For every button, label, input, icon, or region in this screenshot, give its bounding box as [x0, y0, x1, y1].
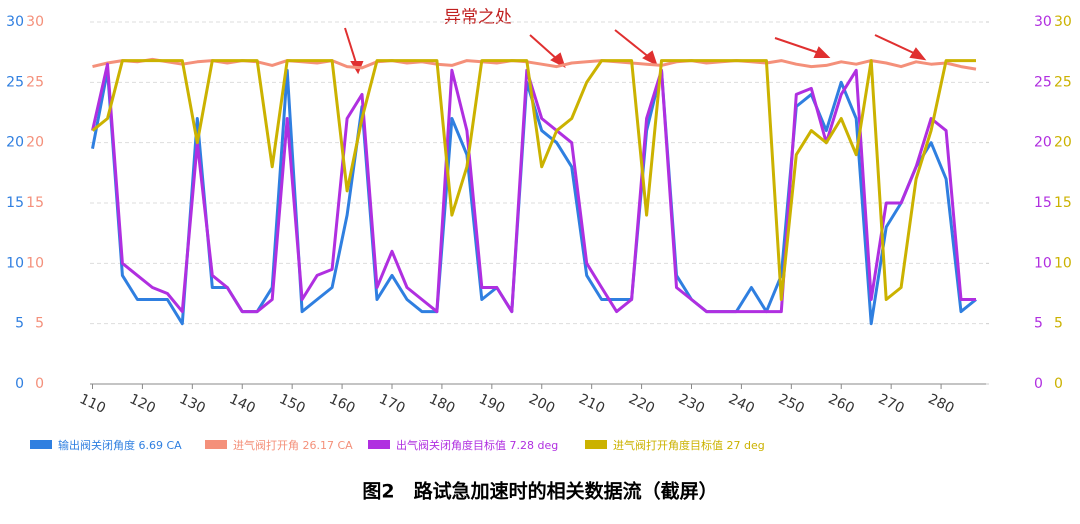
x-tick-label: 280 — [926, 391, 957, 417]
x-tick-label: 160 — [327, 391, 358, 417]
y2-tick-label: 10 — [1054, 255, 1072, 271]
y-tick-label: 30 — [26, 14, 44, 30]
legend-label: 输出阀关闭角度 6.69 CA — [58, 438, 182, 452]
legend-swatch — [585, 440, 607, 449]
caption: 图2 路试急加速时的相关数据流（截屏） — [362, 480, 717, 503]
y2-tick-label: 30 — [1054, 14, 1072, 30]
y-tick-label: 20 — [26, 135, 44, 151]
x-tick-label: 210 — [576, 391, 607, 417]
y2-tick-label: 30 — [1034, 14, 1052, 30]
x-tick-label: 110 — [77, 391, 108, 417]
y2-tick-label: 15 — [1034, 195, 1052, 211]
y2-tick-label: 5 — [1054, 316, 1063, 332]
y-tick-label: 10 — [26, 255, 44, 271]
arrow-head — [642, 50, 658, 66]
arrows — [344, 27, 927, 75]
legend-label: 出气阀关闭角度目标值 7.28 deg — [396, 438, 558, 452]
x-tick-label: 150 — [277, 391, 308, 417]
x-tick-label: 180 — [426, 391, 457, 417]
arrow-head — [550, 52, 566, 68]
y2-tick-label: 20 — [1034, 135, 1052, 151]
x-tick-label: 220 — [626, 391, 657, 417]
arrow-head — [813, 46, 831, 58]
arrow — [614, 29, 651, 59]
series-line — [91, 59, 976, 301]
y-tick-label: 0 — [35, 376, 44, 392]
y-tick-label: 25 — [6, 74, 24, 90]
x-tick-label: 230 — [676, 391, 707, 417]
y2-tick-label: 0 — [1054, 376, 1063, 392]
arrow — [529, 34, 559, 61]
x-tick-label: 190 — [476, 391, 507, 417]
x-tick-label: 120 — [127, 391, 158, 417]
y2-tick-label: 20 — [1054, 135, 1072, 151]
y2-tick-label: 25 — [1054, 74, 1072, 90]
x-tick-label: 250 — [776, 391, 807, 417]
y2-tick-label: 15 — [1054, 195, 1072, 211]
legend-swatch — [30, 440, 52, 449]
y-tick-label: 5 — [35, 316, 44, 332]
x-tick-label: 260 — [826, 391, 857, 417]
y-tick-label: 25 — [26, 74, 44, 90]
x-tick-label: 170 — [376, 391, 407, 417]
annotation: 异常之处 — [444, 8, 512, 28]
x-tick-label: 270 — [876, 391, 907, 417]
y-tick-label: 5 — [15, 316, 24, 332]
x-tick-label: 240 — [726, 391, 757, 417]
y2-tick-label: 25 — [1034, 74, 1052, 90]
x-tick-label: 140 — [227, 391, 258, 417]
arrow — [874, 34, 919, 56]
legend-swatch — [368, 440, 390, 449]
y-tick-label: 0 — [15, 376, 24, 392]
arrow — [774, 37, 823, 55]
y-tick-label: 30 — [6, 14, 24, 30]
x-tick-label: 200 — [526, 391, 557, 417]
y2-tick-label: 5 — [1034, 316, 1043, 332]
x-tick-label: 130 — [177, 391, 208, 417]
series-line — [91, 62, 976, 314]
y-tick-label: 20 — [6, 135, 24, 151]
legend-label: 进气阀打开角度目标值 27 deg — [613, 438, 765, 452]
y-tick-label: 15 — [6, 195, 24, 211]
y-tick-label: 15 — [26, 195, 44, 211]
arrow-head — [909, 47, 927, 61]
y2-tick-label: 10 — [1034, 255, 1052, 271]
y-tick-label: 10 — [6, 255, 24, 271]
legend-label: 进气阀打开角 26.17 CA — [233, 438, 353, 452]
y2-tick-label: 0 — [1034, 376, 1043, 392]
legend-swatch — [205, 440, 227, 449]
arrow — [344, 27, 358, 67]
